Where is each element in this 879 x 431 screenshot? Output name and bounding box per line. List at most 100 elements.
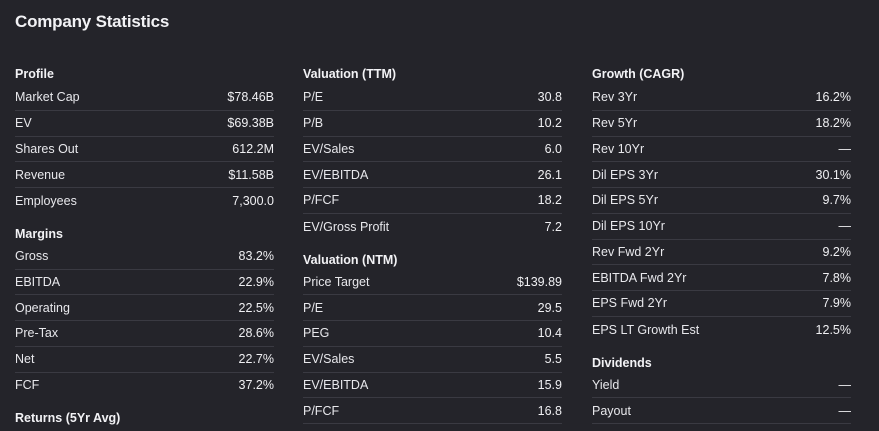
section-heading-returns: Returns (5Yr Avg) [15, 411, 121, 426]
stat-value: 9.2% [822, 244, 852, 259]
stat-label: Pre-Tax [15, 326, 59, 341]
stat-label: Rev Fwd 2Yr [592, 244, 665, 259]
stat-row-ev-gross-profit: EV/Gross Profit 7.2 [303, 214, 562, 240]
stat-value: 7.9% [822, 296, 852, 311]
stats-column-growth: Growth (CAGR) Rev 3Yr 16.2% Rev 5Yr 18.2… [592, 63, 851, 424]
stat-label: EV [15, 116, 32, 131]
stat-label: Rev 10Yr [592, 141, 645, 156]
stat-label: Market Cap [15, 90, 80, 105]
stat-row-ev-ebitda-ntm: EV/EBITDA 15.9 [303, 373, 562, 399]
stat-row-net: Net 22.7% [15, 347, 274, 373]
stat-label: EV/Sales [303, 141, 355, 156]
stat-row-pre-tax: Pre-Tax 28.6% [15, 321, 274, 347]
stat-value: 12.5% [815, 322, 851, 337]
stat-value: 7.2 [544, 219, 562, 234]
stat-row-rev-10yr: Rev 10Yr — [592, 137, 851, 163]
stat-value: 16.8 [537, 403, 562, 418]
stat-label: P/B [303, 116, 324, 131]
stat-label: Gross [15, 249, 49, 264]
stat-value: — [838, 219, 852, 234]
stat-row-pb: P/B 10.2 [303, 111, 562, 137]
stat-row-ev-sales: EV/Sales 6.0 [303, 137, 562, 163]
stat-label: Revenue [15, 167, 66, 182]
stat-row-market-cap: Market Cap $78.46B [15, 85, 274, 111]
stat-value: 26.1 [537, 167, 562, 182]
stat-value: 22.9% [238, 274, 274, 289]
stat-row-ev-ebitda: EV/EBITDA 26.1 [303, 162, 562, 188]
stat-label: EBITDA [15, 274, 61, 289]
stat-value: 29.5 [537, 300, 562, 315]
stat-row-dil-eps-10yr: Dil EPS 10Yr — [592, 214, 851, 240]
stat-value: — [838, 403, 852, 418]
stat-row-pe: P/E 30.8 [303, 85, 562, 111]
stat-value: 18.2 [537, 193, 562, 208]
stat-row-revenue: Revenue $11.58B [15, 162, 274, 188]
stat-label: P/FCF [303, 403, 340, 418]
stat-row-dil-eps-3yr: Dil EPS 3Yr 30.1% [592, 162, 851, 188]
stat-value: $11.58B [228, 167, 274, 182]
stat-value: 18.2% [815, 116, 851, 131]
stat-label: PEG [303, 326, 330, 341]
section-heading-growth: Growth (CAGR) [592, 67, 685, 81]
stat-row-rev-fwd-2yr: Rev Fwd 2Yr 9.2% [592, 240, 851, 266]
stat-label: P/FCF [303, 193, 340, 208]
stat-row-dil-eps-5yr: Dil EPS 5Yr 9.7% [592, 188, 851, 214]
stat-value: 22.5% [238, 300, 274, 315]
stat-value: 30.8 [537, 90, 562, 105]
stat-row-fcf: FCF 37.2% [15, 373, 274, 399]
section-heading-margins: Margins [15, 226, 63, 241]
stat-label: EV/Gross Profit [303, 219, 390, 234]
stat-value: $69.38B [227, 116, 274, 131]
stat-value: — [838, 141, 852, 156]
stat-label: Employees [15, 193, 77, 208]
stat-label: FCF [15, 378, 40, 393]
section-heading-dividends: Dividends [592, 355, 652, 370]
stat-label: Price Target [303, 274, 370, 289]
stat-value: 6.0 [544, 141, 562, 156]
stat-row-ebitda: EBITDA 22.9% [15, 270, 274, 296]
stat-row-shares-out: Shares Out 612.2M [15, 137, 274, 163]
stat-label: Payout [592, 403, 631, 418]
stat-label: EPS Fwd 2Yr [592, 296, 668, 311]
stat-row-price-target: Price Target $139.89 [303, 270, 562, 296]
stat-label: Rev 3Yr [592, 90, 638, 105]
stat-label: EV/EBITDA [303, 167, 369, 182]
stat-value: 10.2 [537, 116, 562, 131]
stat-value: $78.46B [227, 90, 274, 105]
stat-row-payout: Payout — [592, 398, 851, 424]
stat-row-peg: PEG 10.4 [303, 321, 562, 347]
stat-row-p-fcf: P/FCF 18.2 [303, 188, 562, 214]
stat-row-eps-fwd-2yr: EPS Fwd 2Yr 7.9% [592, 291, 851, 317]
stat-label: EV/EBITDA [303, 377, 369, 392]
stat-value: 30.1% [815, 167, 851, 182]
stat-row-rev-5yr: Rev 5Yr 18.2% [592, 111, 851, 137]
stat-row-yield: Yield — [592, 373, 851, 399]
section-heading-valuation-ttm: Valuation (TTM) [303, 67, 397, 81]
stat-label: Operating [15, 300, 70, 315]
stat-label: Shares Out [15, 141, 79, 156]
stat-row-rev-3yr: Rev 3Yr 16.2% [592, 85, 851, 111]
stat-value: 9.7% [822, 193, 852, 208]
stat-label: Net [15, 352, 35, 367]
stat-row-eps-lt-growth-est: EPS LT Growth Est 12.5% [592, 317, 851, 343]
stat-label: Dil EPS 5Yr [592, 193, 658, 208]
stat-row-operating: Operating 22.5% [15, 295, 274, 321]
stat-label: EBITDA Fwd 2Yr [592, 270, 687, 285]
stat-value: 15.9 [537, 377, 562, 392]
stat-row-ebitda-fwd-2yr: EBITDA Fwd 2Yr 7.8% [592, 265, 851, 291]
stat-label: Dil EPS 3Yr [592, 167, 658, 182]
stats-column-valuation: Valuation (TTM) P/E 30.8 P/B 10.2 EV/Sal… [303, 63, 562, 424]
stats-column-profile: Profile Market Cap $78.46B EV $69.38B Sh… [15, 63, 274, 428]
stat-value: 7,300.0 [232, 193, 274, 208]
stat-value: 83.2% [238, 249, 274, 264]
stat-value: 10.4 [537, 326, 562, 341]
stat-value: 16.2% [815, 90, 851, 105]
stat-label: P/E [303, 300, 324, 315]
stat-value: 37.2% [238, 378, 274, 393]
stat-row-pe-ntm: P/E 29.5 [303, 295, 562, 321]
stat-row-ev: EV $69.38B [15, 111, 274, 137]
stat-value: $139.89 [516, 274, 562, 289]
section-heading-profile: Profile [15, 67, 54, 81]
stat-label: EV/Sales [303, 352, 355, 367]
stat-value: — [838, 377, 852, 392]
